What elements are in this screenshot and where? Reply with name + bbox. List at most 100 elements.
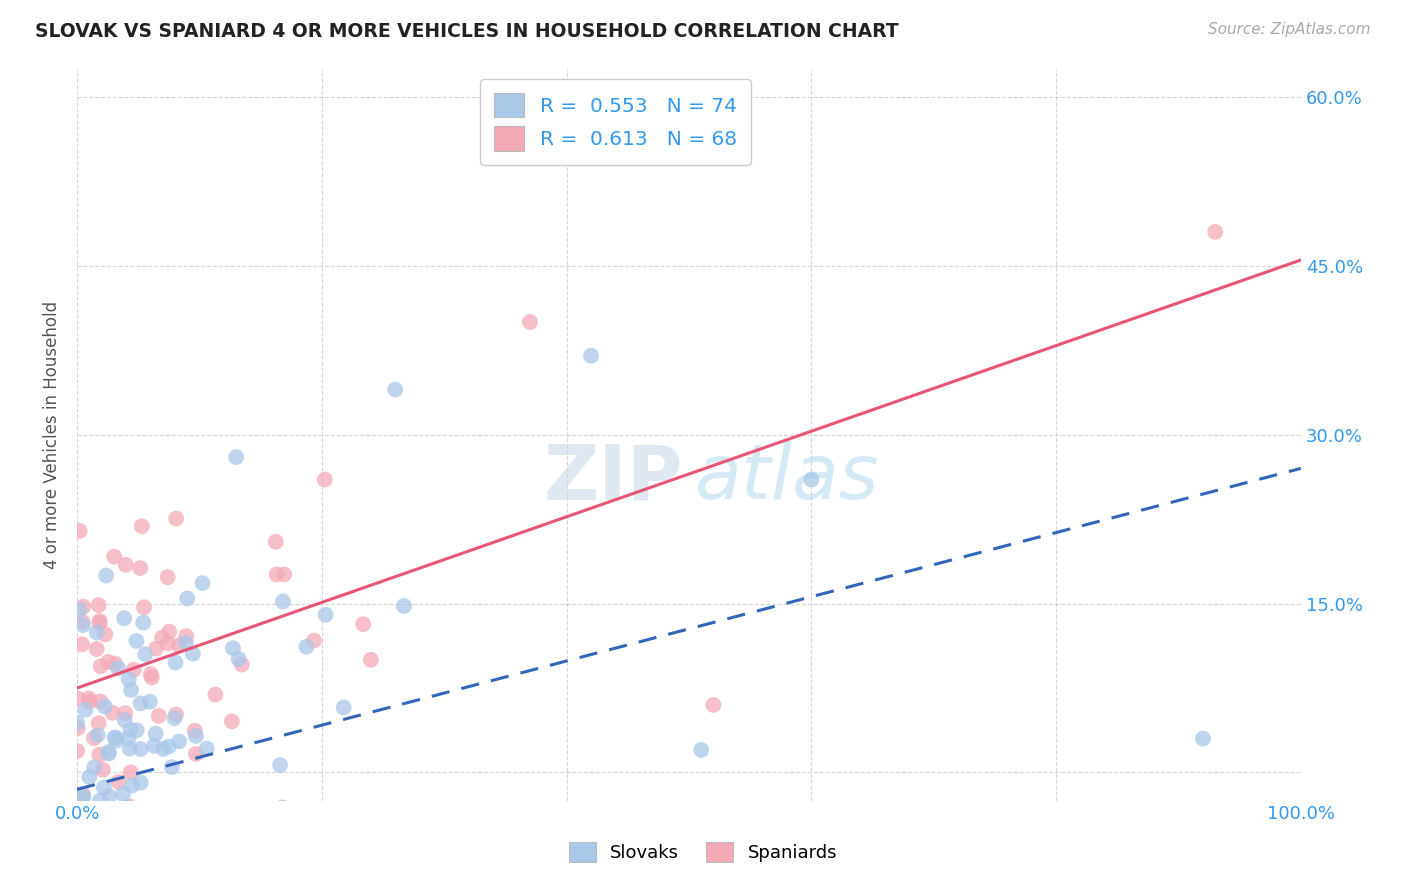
Point [105, 733, 128, 747]
Point [75, 703, 97, 717]
Point [271, 594, 294, 608]
Point [111, 830, 134, 845]
Point [222, 641, 245, 656]
Point [160, 760, 183, 774]
Point [97, 745, 120, 759]
Point [118, 741, 141, 756]
Point [360, 653, 382, 667]
Point [118, 673, 141, 687]
Point [98, 789, 121, 804]
Legend: R =  0.553   N = 74, R =  0.613   N = 68: R = 0.553 N = 74, R = 0.613 N = 68 [479, 78, 751, 165]
Point [221, 714, 243, 729]
Point [160, 808, 183, 822]
Point [139, 667, 162, 681]
Point [89, 793, 111, 807]
Text: SLOVAK VS SPANIARD 4 OR MORE VEHICLES IN HOUSEHOLD CORRELATION CHART: SLOVAK VS SPANIARD 4 OR MORE VEHICLES IN… [35, 22, 898, 41]
Point [145, 641, 167, 656]
Point [103, 731, 125, 745]
Point [66, 721, 89, 735]
Point [72, 599, 94, 614]
Point [519, 315, 541, 329]
Point [72, 615, 94, 629]
Point [176, 591, 198, 606]
Point [165, 511, 187, 525]
Point [165, 707, 187, 722]
Point [87, 716, 110, 731]
Point [115, 800, 138, 814]
Point [269, 758, 291, 772]
Point [105, 731, 128, 745]
Point [167, 638, 190, 652]
Point [1204, 225, 1226, 239]
Point [120, 723, 142, 737]
Point [89, 615, 111, 630]
Point [107, 775, 129, 789]
Point [70, 637, 93, 651]
Point [172, 848, 194, 863]
Point [79, 695, 101, 709]
Point [392, 599, 415, 613]
Point [72, 618, 94, 632]
Point [66, 691, 89, 706]
Point [167, 734, 190, 748]
Point [314, 473, 336, 487]
Point [120, 765, 142, 780]
Point [332, 700, 354, 714]
Point [86, 625, 108, 640]
Point [152, 742, 174, 756]
Point [122, 663, 145, 677]
Point [97, 747, 120, 761]
Point [163, 711, 186, 725]
Point [231, 657, 253, 672]
Point [131, 519, 153, 533]
Point [94, 699, 117, 714]
Point [70, 791, 93, 805]
Point [315, 607, 337, 622]
Point [156, 570, 179, 584]
Point [121, 779, 143, 793]
Point [702, 698, 724, 712]
Point [143, 739, 166, 753]
Point [129, 742, 152, 756]
Point [103, 549, 125, 564]
Point [86, 642, 108, 657]
Point [579, 349, 602, 363]
Point [157, 624, 180, 639]
Point [107, 661, 129, 675]
Point [271, 800, 294, 814]
Point [100, 830, 122, 845]
Point [72, 789, 94, 804]
Point [67, 602, 90, 616]
Point [145, 727, 167, 741]
Point [112, 611, 135, 625]
Point [132, 615, 155, 630]
Point [124, 836, 146, 850]
Point [66, 744, 89, 758]
Point [89, 614, 111, 628]
Point [134, 647, 156, 661]
Y-axis label: 4 or more Vehicles in Household: 4 or more Vehicles in Household [44, 301, 60, 568]
Point [111, 787, 134, 801]
Point [104, 657, 127, 671]
Point [69, 524, 91, 538]
Point [93, 780, 115, 795]
Point [184, 729, 207, 743]
Point [800, 473, 823, 487]
Point [86, 728, 108, 742]
Point [114, 713, 136, 727]
Point [66, 715, 89, 730]
Point [141, 670, 163, 684]
Point [191, 576, 214, 591]
Point [72, 787, 94, 801]
Point [225, 450, 247, 464]
Point [1192, 731, 1215, 746]
Point [114, 706, 136, 721]
Point [125, 723, 148, 738]
Point [195, 741, 218, 756]
Point [87, 598, 110, 612]
Point [120, 683, 142, 698]
Point [184, 747, 207, 761]
Point [384, 383, 406, 397]
Point [96, 568, 118, 582]
Point [77, 691, 100, 706]
